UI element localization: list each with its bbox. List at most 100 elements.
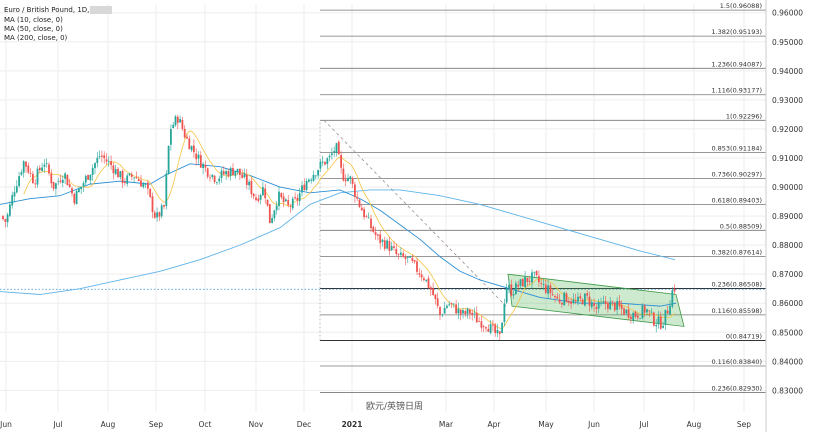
- fib-level-label: 1(0.92296): [726, 112, 762, 120]
- candle-body: [406, 256, 409, 258]
- candle-body: [673, 288, 676, 292]
- candle-body: [455, 304, 457, 314]
- candle-body: [586, 293, 589, 296]
- candle-body: [577, 296, 579, 302]
- candle-body: [73, 193, 76, 204]
- candle-body: [636, 315, 639, 318]
- candle-body: [105, 159, 108, 162]
- candle-body: [508, 285, 510, 288]
- candle-body: [333, 151, 336, 153]
- candle-body: [232, 168, 234, 176]
- candle-body: [153, 212, 156, 218]
- candle-body: [4, 219, 7, 222]
- y-tick-label: 0.93000: [772, 96, 803, 105]
- candle-body: [71, 188, 73, 194]
- candle-body: [209, 177, 211, 179]
- y-tick-label: 0.83000: [772, 386, 803, 395]
- candle-body: [494, 324, 497, 334]
- candle-body: [613, 302, 616, 311]
- candle-body: [441, 314, 444, 316]
- candle-body: [542, 284, 545, 286]
- candle-body: [280, 193, 283, 198]
- candle-body: [666, 310, 669, 314]
- candle-body: [172, 124, 175, 128]
- candle-body: [657, 316, 660, 325]
- candle-body: [255, 197, 257, 201]
- candle-body: [326, 158, 329, 165]
- candle-body: [475, 312, 478, 323]
- candle-body: [176, 116, 179, 123]
- candle-body: [117, 168, 119, 178]
- y-tick-label: 0.91000: [772, 154, 803, 163]
- candle-body: [245, 174, 248, 185]
- y-tick-label: 0.96000: [772, 9, 803, 18]
- candle-body: [579, 296, 582, 299]
- x-tick-label: 2021: [342, 420, 363, 429]
- candle-body: [457, 308, 460, 314]
- candle-body: [641, 305, 644, 319]
- candle-body: [282, 196, 285, 203]
- candle-body: [151, 196, 154, 213]
- grid-layer: [0, 4, 766, 412]
- candle-body: [264, 188, 267, 199]
- candle-body: [561, 302, 563, 305]
- candle-body: [646, 309, 648, 313]
- y-tick-label: 0.86000: [772, 299, 803, 308]
- candle-body: [236, 168, 239, 172]
- candle-body: [554, 295, 556, 298]
- fib-level-label: 0.382(0.87614): [711, 248, 762, 256]
- candle-body: [464, 310, 467, 315]
- candle-body: [84, 176, 87, 183]
- candle-body: [632, 312, 635, 320]
- ma200-line: [0, 189, 676, 295]
- candle-body: [662, 325, 664, 328]
- candle-body: [404, 257, 407, 260]
- candle-body: [287, 200, 290, 206]
- fib-level-label: 1.382(0.95193): [711, 28, 762, 36]
- candle-body: [68, 184, 71, 187]
- candle-body: [188, 138, 191, 150]
- candle-body: [294, 197, 296, 199]
- candle-body: [625, 309, 628, 314]
- candle-body: [275, 205, 278, 211]
- candle-body: [379, 234, 382, 244]
- candle-body: [160, 205, 163, 217]
- candle-body: [149, 188, 152, 197]
- candle-body: [393, 246, 395, 248]
- candle-body: [462, 310, 464, 314]
- candle-body: [170, 129, 172, 145]
- candle-body: [370, 218, 372, 229]
- candle-body: [648, 310, 651, 312]
- candle-body: [627, 309, 630, 318]
- y-tick-label: 0.88000: [772, 241, 803, 250]
- candle-body: [285, 199, 287, 202]
- y-tick-label: 0.90000: [772, 183, 803, 192]
- candle-body: [436, 298, 439, 307]
- y-tick-label: 0.89000: [772, 212, 803, 221]
- candle-body: [220, 170, 223, 179]
- y-tick-label: 0.87000: [772, 270, 803, 279]
- candle-body: [425, 279, 428, 282]
- candle-body: [588, 296, 591, 306]
- candle-body: [248, 181, 250, 186]
- legend-ma50: MA (50, close, 0): [4, 25, 63, 33]
- x-tick-label: Nov: [249, 420, 264, 429]
- candle-body: [50, 173, 53, 184]
- x-tick-label: Aug: [687, 420, 702, 429]
- fib-level-label: 0(0.84719): [726, 332, 762, 340]
- candle-body: [519, 279, 522, 286]
- candle-body: [335, 143, 338, 153]
- candle-body: [492, 324, 494, 326]
- candle-body: [501, 322, 503, 334]
- candle-body: [584, 293, 586, 306]
- x-tick-label: Aug: [101, 420, 116, 429]
- candle-body: [602, 301, 605, 303]
- candle-body: [89, 174, 92, 181]
- legend-title: Euro / British Pound, 1D,: [4, 6, 89, 14]
- candle-body: [512, 294, 515, 296]
- fib-level-label: 0.5(0.88509): [720, 222, 762, 230]
- fib-level-label: 0.116(0.83840): [711, 358, 762, 366]
- candle-body: [96, 157, 99, 164]
- candle-body: [659, 316, 662, 329]
